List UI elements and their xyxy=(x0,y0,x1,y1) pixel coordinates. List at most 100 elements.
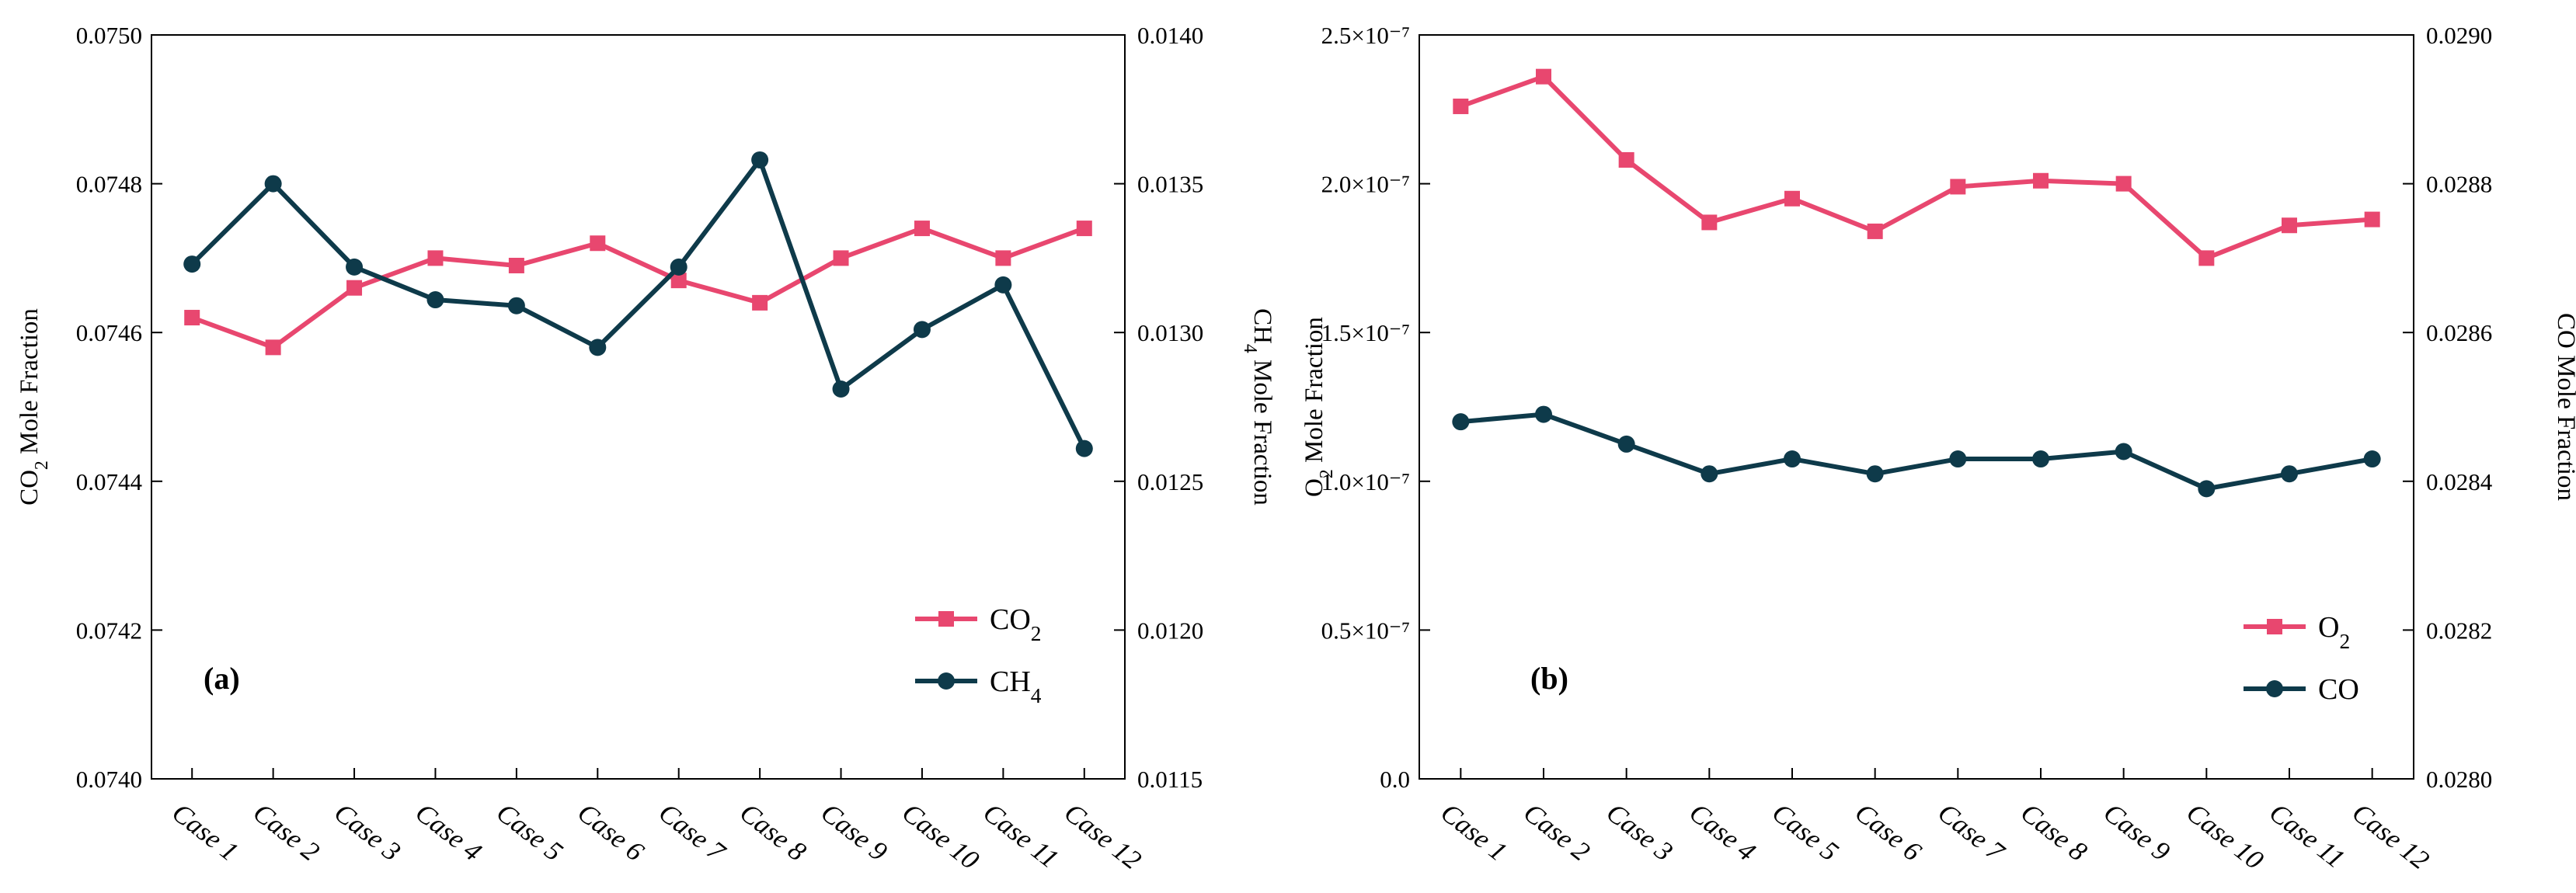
data-point-square xyxy=(2282,217,2297,234)
y-right-tick-label: 0.0120 xyxy=(1137,617,1203,644)
y-right-tick-label: 0.0115 xyxy=(1137,766,1203,793)
panel-label: (b) xyxy=(1530,661,1568,696)
y-right-tick-label: 0.0130 xyxy=(1137,319,1203,346)
data-point-square xyxy=(914,221,930,237)
data-point-circle xyxy=(913,321,931,339)
x-tick-label: Case 5 xyxy=(491,797,569,867)
y-left-tick-label: 0.0740 xyxy=(76,766,142,793)
x-tick-label: Case 6 xyxy=(1850,797,1927,867)
data-point-square xyxy=(1950,179,1966,195)
data-point-square xyxy=(995,250,1011,266)
x-tick-label: Case 9 xyxy=(2098,797,2176,867)
legend-label: CH4 xyxy=(990,665,1042,707)
x-tick-label: Case 11 xyxy=(2264,797,2351,874)
data-point-square xyxy=(752,294,768,311)
x-tick-label: Case 8 xyxy=(2015,797,2093,867)
data-point-circle xyxy=(1701,465,1718,483)
data-point-circle xyxy=(751,151,769,169)
y-left-tick-label: 1.0×10⁻⁷ xyxy=(1321,468,1410,495)
x-tick-label: Case 3 xyxy=(329,797,406,867)
plot-frame xyxy=(1419,34,2414,780)
data-point-square xyxy=(346,280,363,296)
data-point-circle xyxy=(507,297,525,314)
x-tick-label: Case 11 xyxy=(977,797,1064,874)
y-right-tick-label: 0.0280 xyxy=(2426,766,2492,793)
series-line-o2 xyxy=(1460,74,2372,261)
data-point-circle xyxy=(1866,465,1884,483)
x-tick-label: Case 6 xyxy=(572,797,649,867)
data-point-square xyxy=(1453,98,1469,114)
x-tick-label: Case 7 xyxy=(653,797,732,868)
x-tick-label: Case 9 xyxy=(816,797,893,867)
legend-label: CO xyxy=(2318,673,2359,706)
x-tick-label: Case 2 xyxy=(248,797,325,867)
data-point-circle xyxy=(589,339,607,356)
x-tick-label: Case 12 xyxy=(1059,797,1147,876)
y-left-tick-label: 0.0 xyxy=(1380,766,1410,793)
data-point-circle xyxy=(1452,413,1470,431)
data-point-circle xyxy=(2281,465,2298,483)
y-right-tick-label: 0.0286 xyxy=(2426,319,2492,346)
plot-frame xyxy=(151,34,1126,780)
data-point-square xyxy=(1618,151,1634,168)
y-right-tick-label: 0.0125 xyxy=(1137,468,1203,495)
data-point-circle xyxy=(2198,480,2216,498)
data-point-square xyxy=(1536,68,1551,85)
data-point-square xyxy=(1784,190,1800,207)
y-right-axis-label: CH4 Mole Fraction xyxy=(1240,308,1276,506)
x-tick-label: Case 5 xyxy=(1767,797,1844,867)
panel-b-chart: 0.0 0.5×10⁻⁷ 1.0×10⁻⁷ 1.5×10⁻⁷ 2.0×10⁻⁷ 2.5×1… xyxy=(1300,22,2576,876)
x-tick-label: Case 4 xyxy=(1683,797,1761,867)
y-left-tick-label: 0.0746 xyxy=(76,319,142,346)
data-point-square xyxy=(265,339,281,356)
data-point-square xyxy=(1701,214,1718,231)
y-right-tick-label: 0.0288 xyxy=(2426,171,2492,198)
data-point-circle xyxy=(1949,450,1967,468)
x-tick-label: Case 2 xyxy=(1518,797,1596,867)
y-left-axis-label: CO2 Mole Fraction xyxy=(16,308,52,506)
y-right-tick-label: 0.0282 xyxy=(2426,617,2492,644)
legend-marker-square xyxy=(938,611,954,627)
data-point-square xyxy=(427,250,444,266)
x-tick-label: Case 4 xyxy=(410,797,488,867)
legend-label: O2 xyxy=(2318,611,2350,653)
data-point-circle xyxy=(994,276,1012,294)
x-tick-label: Case 8 xyxy=(734,797,812,867)
series-line-co xyxy=(1460,412,2373,492)
y-left-tick-label: 0.0750 xyxy=(76,22,142,49)
series-line-co2 xyxy=(191,226,1085,350)
x-tick-label: Case 1 xyxy=(166,797,244,867)
x-tick-label: Case 10 xyxy=(896,797,985,876)
panel-label: (a) xyxy=(204,661,240,696)
y-right-tick-label: 0.0140 xyxy=(1137,22,1203,49)
y-right-tick-label: 0.0284 xyxy=(2426,468,2493,495)
data-point-circle xyxy=(832,380,850,398)
y-left-tick-label: 0.0744 xyxy=(76,468,143,495)
data-point-circle xyxy=(2363,450,2381,468)
legend-marker-square xyxy=(2267,619,2282,634)
x-tick-label: Case 3 xyxy=(1601,797,1679,867)
data-point-square xyxy=(508,257,524,273)
data-point-circle xyxy=(346,258,364,276)
data-point-square xyxy=(184,310,200,326)
data-point-square xyxy=(670,273,687,289)
data-point-circle xyxy=(2032,450,2049,468)
y-left-tick-label: 0.5×10⁻⁷ xyxy=(1321,617,1410,644)
legend-marker-circle xyxy=(938,672,955,690)
data-point-square xyxy=(2115,175,2132,192)
y-right-tick-label: 0.0135 xyxy=(1137,171,1203,198)
x-tick-label: Case 12 xyxy=(2347,797,2435,876)
data-point-circle xyxy=(1617,435,1635,453)
data-point-circle xyxy=(264,175,282,193)
data-point-square xyxy=(2033,172,2049,189)
y-left-axis-label: O2 Mole Fraction xyxy=(1300,317,1337,497)
data-point-square xyxy=(590,235,606,252)
x-tick-label: Case 7 xyxy=(1932,797,2010,868)
y-right-axis-label: CO Mole Fraction xyxy=(2552,313,2576,501)
x-tick-label: Case 10 xyxy=(2181,797,2269,876)
y-left-tick-label: 0.0748 xyxy=(76,171,142,198)
x-tick-label: Case 1 xyxy=(1435,797,1513,867)
y-right-tick-label: 0.0290 xyxy=(2426,22,2492,49)
legend-marker-circle xyxy=(2266,680,2283,697)
